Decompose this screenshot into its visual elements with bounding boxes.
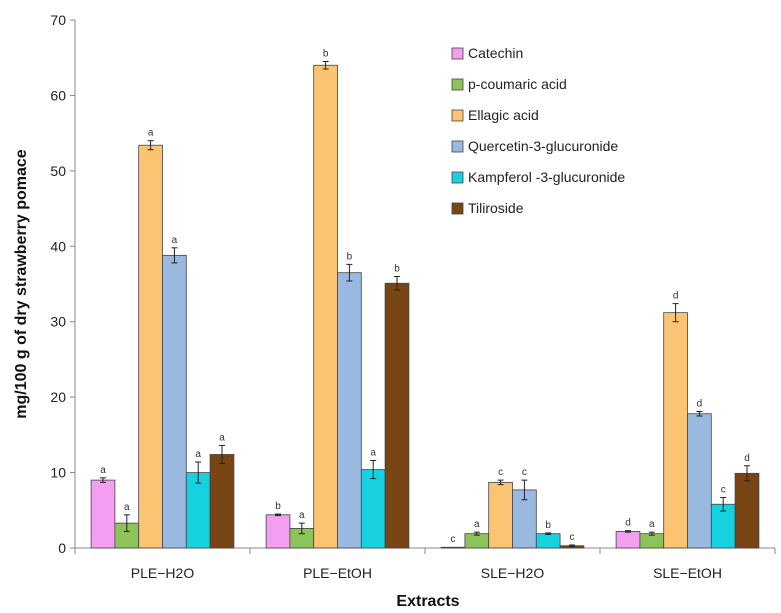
y-tick-label: 60 — [50, 87, 66, 103]
x-axis-title: Extracts — [396, 593, 459, 610]
legend-swatch — [451, 171, 464, 184]
significance-label: a — [370, 448, 376, 459]
significance-label: b — [394, 263, 400, 274]
significance-label: b — [545, 520, 551, 531]
significance-label: a — [299, 510, 305, 521]
significance-label: d — [673, 291, 679, 302]
bar — [209, 454, 235, 549]
significance-label: c — [721, 484, 726, 495]
bar — [663, 312, 688, 549]
significance-label: a — [148, 128, 154, 139]
bar — [313, 64, 338, 549]
bar — [90, 479, 116, 549]
y-tick-label: 10 — [50, 465, 66, 481]
bar — [734, 472, 760, 549]
y-tick-label: 30 — [50, 314, 66, 330]
legend-swatch — [451, 78, 464, 91]
legend-label: Kampferol -3-glucuronide — [468, 169, 625, 185]
significance-label: b — [275, 501, 281, 512]
significance-label: a — [219, 432, 225, 443]
bar — [488, 481, 513, 549]
significance-label: c — [570, 532, 575, 543]
y-tick-label: 40 — [50, 238, 66, 254]
bar — [162, 254, 187, 549]
x-tick-label: PLE−H2O — [131, 565, 195, 581]
plot-area: 0 10 20 30 40 50 60 70 PLE−H2O PLE−EtOH SLE−H2O SLE… — [50, 12, 776, 581]
bar — [440, 546, 466, 549]
significance-label: a — [195, 449, 201, 460]
bar — [384, 282, 410, 549]
bar — [615, 531, 641, 549]
legend-label: Catechin — [468, 45, 523, 61]
x-tick-label: SLE−H2O — [481, 565, 545, 581]
significance-label: a — [649, 519, 655, 530]
bar — [639, 533, 665, 549]
bar — [464, 533, 490, 549]
legend-swatch — [451, 109, 464, 122]
bar — [535, 533, 561, 549]
legend-label: Ellagic acid — [468, 107, 539, 123]
legend-label: p-coumaric acid — [468, 76, 567, 92]
significance-label: a — [474, 519, 480, 530]
significance-label: c — [522, 467, 527, 478]
legend-swatch — [451, 140, 464, 153]
bar — [265, 514, 291, 549]
significance-label: a — [172, 235, 178, 246]
bar — [185, 472, 211, 549]
significance-label: c — [498, 467, 503, 478]
significance-label: a — [100, 465, 106, 476]
legend-swatch — [451, 202, 464, 215]
legend-swatch — [451, 47, 464, 60]
significance-label: d — [625, 518, 631, 529]
significance-label: b — [347, 251, 353, 262]
x-tick-label: SLE−EtOH — [653, 565, 722, 581]
y-tick-label: 20 — [50, 389, 66, 405]
legend-label: Quercetin-3-glucuronide — [468, 138, 618, 154]
legend-label: Tiliroside — [468, 200, 524, 216]
bar — [687, 413, 712, 549]
y-axis-title: mg/100 g of dry strawberry pomace — [13, 149, 30, 419]
significance-label: a — [124, 502, 130, 513]
significance-label: d — [744, 453, 750, 464]
y-tick-label: 70 — [50, 12, 66, 28]
bar — [337, 272, 362, 549]
legend: Catechin p-coumaric acid Ellagic acid Querc… — [451, 45, 625, 216]
bar — [138, 144, 163, 549]
significance-label: d — [697, 398, 703, 409]
y-tick-label: 50 — [50, 163, 66, 179]
y-tick-label: 0 — [58, 540, 66, 556]
bar — [360, 469, 386, 549]
significance-label: b — [323, 48, 329, 59]
x-tick-label: PLE−EtOH — [303, 565, 372, 581]
significance-label: c — [451, 534, 456, 545]
